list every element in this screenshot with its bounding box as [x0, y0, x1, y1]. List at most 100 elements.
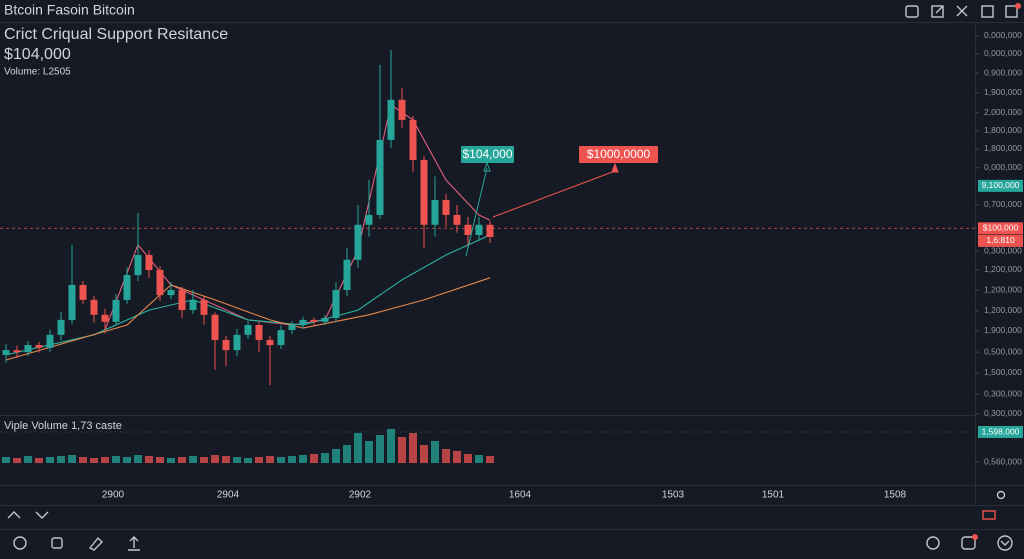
volume-bar	[453, 451, 461, 463]
volume-bar	[13, 458, 21, 463]
volume-bar	[420, 445, 428, 463]
candle-body	[420, 159, 428, 225]
y-tick-label: 1,900,000	[984, 325, 1022, 335]
candle-body	[134, 255, 142, 276]
icon-menu[interactable]	[997, 535, 1013, 551]
volume-bar	[222, 456, 230, 463]
price-subtitle: $104,000	[4, 46, 71, 63]
volume-bar	[299, 455, 307, 463]
icon-calendar[interactable]	[51, 537, 63, 549]
volume-bar	[376, 435, 384, 463]
icon-close[interactable]	[956, 5, 968, 17]
volume-bar	[123, 457, 131, 463]
volume-bar	[35, 458, 43, 463]
volume-text: Volume: L2505	[4, 67, 71, 78]
price-badge-label: 9,100,000	[982, 180, 1020, 190]
y-tick-label: 1,200,000	[984, 264, 1022, 274]
candle-body	[354, 224, 362, 260]
volume-bar	[244, 458, 252, 463]
volume-badge-label: 1,598,000	[982, 426, 1020, 436]
candle-body	[321, 317, 329, 322]
candle-body	[167, 290, 175, 296]
volume-bar	[79, 457, 87, 463]
candle-body	[200, 299, 208, 315]
y-tick-label: 2,000,000	[984, 107, 1022, 117]
y-tick-label: 0,000,000	[984, 30, 1022, 40]
ma-line	[5, 277, 491, 361]
icon-screenshot[interactable]	[905, 5, 919, 18]
volume-bar	[409, 433, 417, 463]
volume-bar	[189, 456, 197, 463]
y-tick-label: 0,900,000	[984, 67, 1022, 77]
icon-settings[interactable]	[926, 536, 940, 550]
y-tick-label: 1,200,000	[984, 284, 1022, 294]
x-tick-label: 2904	[217, 490, 240, 501]
volume-bar	[57, 456, 65, 463]
candle-body	[398, 99, 406, 120]
icon-popout[interactable]	[931, 5, 944, 18]
volume-bar	[68, 455, 76, 463]
icon-maximize[interactable]	[981, 5, 994, 18]
candle-body	[376, 139, 384, 215]
candle-body	[365, 214, 373, 225]
candle-body	[145, 255, 153, 270]
volume-bar	[387, 429, 395, 463]
candle-body	[288, 325, 296, 331]
candle-body	[255, 325, 263, 340]
annotation-label: $104,000	[462, 147, 512, 161]
icon-notify[interactable]	[1005, 3, 1021, 18]
volume-bar	[178, 457, 186, 463]
candle-body	[233, 334, 241, 351]
volume-bar	[200, 457, 208, 463]
volume-bar	[2, 457, 10, 463]
candle-body	[123, 275, 131, 300]
candle-body	[46, 334, 54, 348]
icon-share[interactable]	[128, 536, 140, 551]
ma-line	[5, 234, 491, 356]
volume-bar	[112, 456, 120, 463]
candle-body	[156, 269, 164, 296]
chart-title: Crict Criqual Support Resitance	[4, 26, 228, 43]
annotation-tip	[611, 162, 619, 173]
candle-body	[189, 299, 197, 311]
annotation-tip	[483, 161, 491, 172]
volume-bar	[90, 458, 98, 463]
volume-bar	[233, 457, 241, 463]
price-badge	[978, 222, 1023, 235]
x-tick-label: 1508	[884, 490, 907, 501]
candle-body	[2, 350, 10, 355]
candle-body	[13, 350, 21, 353]
candle-body	[244, 325, 252, 335]
volume-bar	[343, 445, 351, 463]
icon-clock[interactable]	[13, 536, 27, 550]
candle-body	[431, 200, 439, 225]
volume-bar	[321, 453, 329, 463]
volume-bar	[24, 456, 32, 463]
candle-body	[442, 200, 450, 215]
icon-draw[interactable]	[88, 536, 103, 551]
candle-body	[57, 319, 65, 335]
app-title: Btcoin Fasoin Bitcoin	[4, 2, 135, 18]
volume-bar	[101, 457, 109, 463]
candle-body	[79, 284, 87, 300]
icon-record[interactable]	[982, 510, 996, 520]
x-tick-label: 1604	[509, 490, 532, 501]
candle-body	[343, 259, 351, 291]
icon-scale[interactable]	[996, 490, 1006, 500]
icon-up[interactable]	[7, 511, 21, 519]
y-tick-label: 1,500,000	[984, 367, 1022, 377]
candle-body	[453, 214, 461, 225]
volume-bar	[46, 457, 54, 463]
candle-body	[266, 339, 274, 346]
volume-label: Viple Volume 1,73 caste	[4, 420, 122, 432]
y-tick-label: 0,000,000	[984, 48, 1022, 58]
candle-body	[178, 290, 186, 311]
volume-bar	[211, 455, 219, 463]
y-tick-label: 0,000,000	[984, 162, 1022, 172]
icon-down[interactable]	[35, 511, 49, 519]
candle-body	[101, 314, 109, 322]
icon-alerts[interactable]	[961, 534, 978, 550]
y-tick-label: 0,300,000	[984, 388, 1022, 398]
toolbar-bottom	[7, 490, 1013, 551]
